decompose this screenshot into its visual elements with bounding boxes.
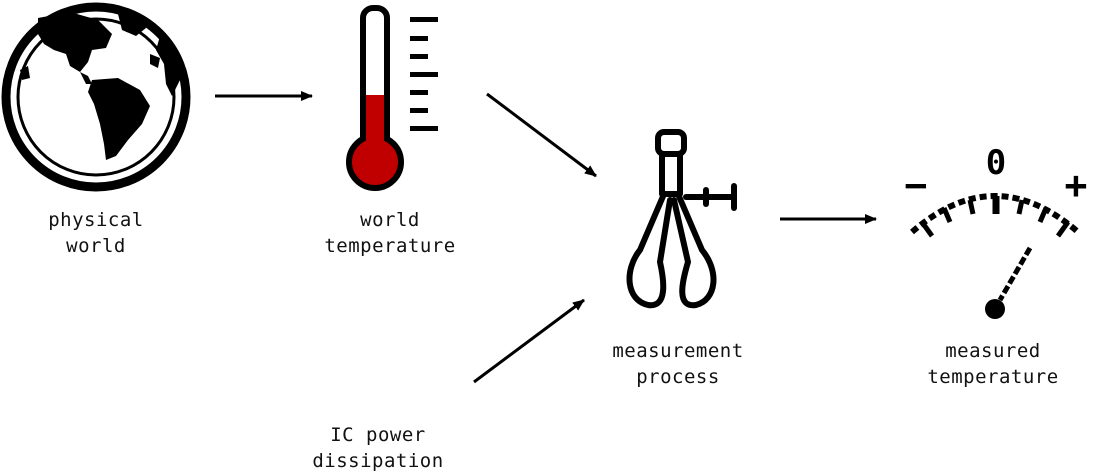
gauge-minus-mark: − bbox=[905, 163, 928, 207]
arrow-temperature-to-process bbox=[486, 92, 597, 178]
label-world-temperature: world temperature bbox=[300, 207, 480, 259]
label-line: physical bbox=[48, 209, 144, 231]
label-line: temperature bbox=[927, 366, 1059, 388]
caliper-icon bbox=[626, 129, 737, 309]
label-line: measurement bbox=[612, 340, 744, 362]
label-line: process bbox=[636, 366, 720, 388]
label-line: dissipation bbox=[312, 450, 444, 472]
gauge-icon bbox=[910, 193, 1080, 319]
label-line: measured bbox=[945, 340, 1041, 362]
label-physical-world: physical world bbox=[0, 207, 192, 259]
label-line: IC power bbox=[330, 424, 426, 446]
arrow-ic-to-process bbox=[473, 298, 585, 384]
label-line: temperature bbox=[324, 235, 456, 257]
gauge-zero-mark: 0 bbox=[986, 143, 1006, 183]
label-line: world bbox=[360, 209, 420, 231]
thermometer-icon bbox=[346, 5, 438, 191]
label-measurement-process: measurement process bbox=[588, 338, 768, 390]
gauge-plus-mark: + bbox=[1065, 163, 1088, 207]
label-measured-temperature: measured temperature bbox=[893, 338, 1093, 390]
label-line: world bbox=[66, 235, 126, 257]
label-ic-power-dissipation: IC power dissipation bbox=[288, 422, 468, 474]
globe-icon bbox=[1, 2, 191, 192]
